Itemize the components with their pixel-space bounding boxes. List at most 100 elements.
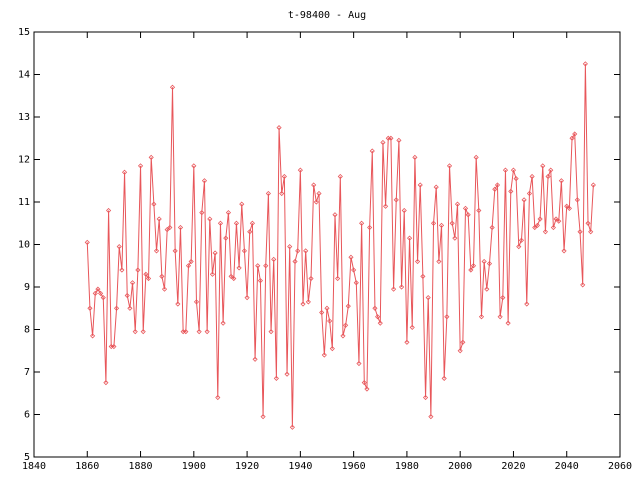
point [143, 271, 149, 277]
point [396, 137, 402, 143]
point [98, 290, 104, 296]
x-tick-label: 1900 [182, 461, 206, 472]
point [100, 295, 106, 301]
point [316, 190, 322, 197]
point [212, 250, 218, 256]
x-tick-label: 1960 [342, 461, 366, 472]
point [161, 286, 168, 292]
point [540, 163, 546, 169]
x-tick-label: 1880 [128, 461, 152, 472]
point [196, 329, 202, 335]
chart-title: t-98400 - Aug [288, 10, 366, 21]
point [391, 286, 397, 292]
point [438, 222, 445, 228]
point [558, 178, 564, 184]
point [106, 207, 112, 214]
y-tick-label: 7 [24, 367, 30, 378]
point [305, 299, 311, 305]
point [151, 201, 157, 207]
x-tick-label: 1980 [395, 461, 419, 472]
point [561, 248, 567, 254]
point [492, 186, 498, 192]
point [481, 258, 487, 265]
point [497, 314, 503, 320]
point [127, 305, 133, 311]
point [263, 263, 269, 269]
point [468, 267, 474, 273]
x-tick-label: 1940 [288, 461, 312, 472]
point [375, 314, 381, 320]
point [436, 258, 442, 265]
y-tick-label: 9 [24, 282, 30, 293]
point [324, 305, 330, 311]
point [252, 356, 258, 362]
point [348, 254, 354, 260]
point [327, 318, 333, 324]
point [399, 284, 405, 290]
point [409, 324, 415, 330]
point [340, 333, 346, 339]
point [428, 414, 434, 420]
point [279, 190, 285, 197]
point [153, 248, 160, 254]
point [449, 220, 455, 226]
point [505, 320, 511, 326]
point [526, 190, 533, 197]
point [204, 329, 210, 335]
point [223, 235, 229, 241]
x-tick-label: 1920 [235, 461, 259, 472]
point [121, 169, 128, 175]
point [273, 375, 279, 381]
point [284, 371, 290, 377]
point [228, 273, 234, 279]
point [140, 329, 146, 335]
y-tick-label: 6 [24, 410, 30, 421]
point [191, 163, 197, 169]
point [188, 258, 194, 265]
point [199, 210, 205, 216]
point [412, 154, 418, 160]
point [462, 205, 469, 211]
point [566, 205, 572, 211]
point [260, 414, 266, 420]
point [454, 201, 461, 207]
point [516, 244, 522, 250]
plot-frame [33, 31, 621, 458]
point [414, 258, 421, 265]
point [135, 267, 141, 273]
point [524, 301, 530, 307]
point [177, 224, 184, 231]
y-tick-label: 14 [18, 70, 30, 81]
point [164, 227, 170, 233]
point [588, 229, 594, 235]
point [548, 167, 554, 173]
point [257, 278, 263, 284]
point [377, 320, 383, 326]
point [521, 197, 527, 203]
point [145, 275, 152, 282]
y-tick-label: 11 [18, 197, 30, 208]
point [321, 352, 327, 358]
point [590, 182, 596, 188]
point [185, 263, 192, 269]
point [420, 273, 426, 279]
point [148, 154, 154, 160]
point [159, 273, 165, 279]
point [225, 210, 232, 216]
point [329, 346, 335, 352]
point [422, 394, 429, 401]
point [537, 216, 543, 222]
point [132, 329, 138, 335]
point [124, 292, 130, 299]
y-tick-label: 10 [18, 240, 30, 251]
point [92, 290, 98, 296]
point [116, 244, 122, 250]
point [444, 314, 450, 320]
point [289, 424, 295, 430]
point [119, 267, 125, 273]
point [353, 280, 359, 286]
x-tick-label: 2060 [608, 461, 632, 472]
point [313, 199, 319, 205]
